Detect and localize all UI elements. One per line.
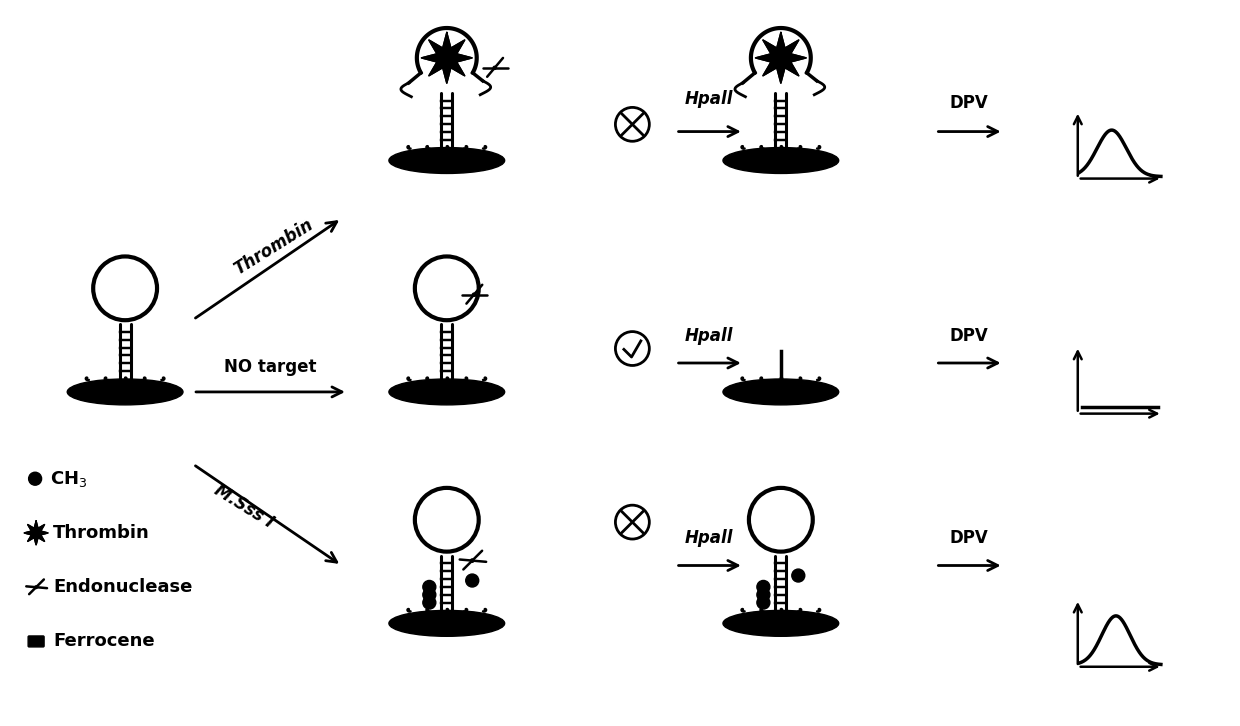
Text: CH$_3$: CH$_3$ [50,469,88,489]
Circle shape [423,581,435,593]
Circle shape [423,588,435,601]
Ellipse shape [67,379,184,405]
Text: Hpall: Hpall [684,327,733,345]
Text: Endonuclease: Endonuclease [53,578,192,596]
Ellipse shape [723,611,838,636]
Circle shape [756,581,770,593]
Ellipse shape [389,147,505,174]
Text: Hpall: Hpall [684,529,733,547]
Text: Thrombin: Thrombin [53,524,150,542]
Circle shape [756,588,770,601]
Text: Thrombin: Thrombin [231,216,316,279]
FancyBboxPatch shape [29,636,45,647]
Polygon shape [422,33,472,83]
Ellipse shape [723,379,838,405]
Circle shape [29,472,42,485]
Ellipse shape [389,611,505,636]
Circle shape [423,596,435,609]
Ellipse shape [389,379,505,405]
Ellipse shape [723,147,838,174]
Circle shape [470,559,474,562]
Text: NO target: NO target [223,358,316,375]
Text: DPV: DPV [950,327,988,345]
Circle shape [756,596,770,609]
Circle shape [472,293,475,296]
Text: Hpall: Hpall [684,90,733,108]
Text: M.Sss I: M.Sss I [211,481,277,531]
Circle shape [792,569,805,582]
Circle shape [35,586,37,589]
Polygon shape [24,521,48,545]
Text: DPV: DPV [950,94,988,112]
Polygon shape [755,33,806,83]
Text: Ferrocene: Ferrocene [53,632,155,650]
Circle shape [494,66,496,70]
Circle shape [466,574,479,587]
Text: DPV: DPV [950,529,988,547]
